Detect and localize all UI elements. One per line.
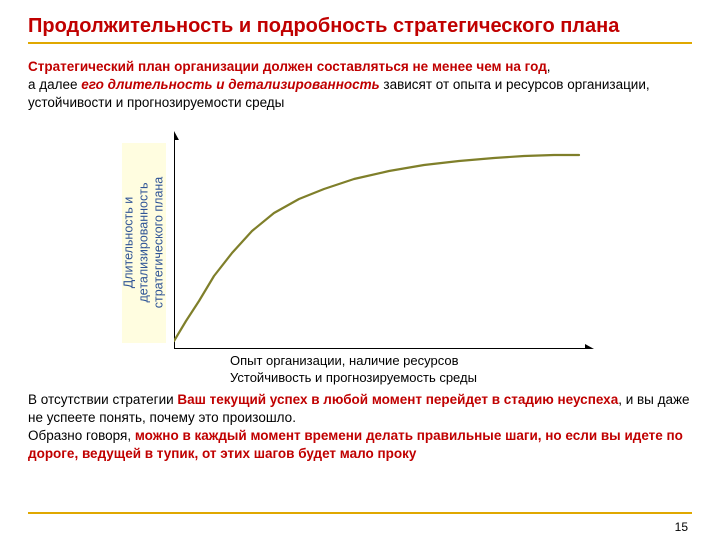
- bot-a: В отсутствии стратегии: [28, 392, 177, 407]
- x-label-line2: Устойчивость и прогнозируемость среды: [230, 370, 477, 385]
- intro-red-italic: его длительность и детализированность: [81, 77, 379, 92]
- x-label-line1: Опыт организации, наличие ресурсов: [230, 353, 459, 368]
- divider-bottom: [28, 512, 692, 514]
- y-axis-label: Длительность и детализированность страте…: [122, 177, 167, 309]
- chart: Длительность и детализированность страте…: [110, 121, 610, 381]
- x-axis-label: Опыт организации, наличие ресурсов Устой…: [230, 353, 477, 387]
- y-label-line1: Длительность и: [122, 197, 136, 288]
- bot2-a: Образно говоря,: [28, 428, 135, 443]
- divider-top: [28, 42, 692, 44]
- bottom-paragraph: В отсутствии стратегии Ваш текущий успех…: [28, 391, 692, 464]
- chart-svg: [174, 131, 594, 349]
- intro-a: а далее: [28, 77, 81, 92]
- y-axis-label-box: Длительность и детализированность страте…: [122, 143, 166, 343]
- y-label-line3: стратегического плана: [152, 177, 166, 309]
- intro-rest-1: ,: [547, 59, 551, 74]
- slide-title: Продолжительность и подробность стратеги…: [28, 14, 692, 38]
- intro-red-1: Стратегический план организации должен с…: [28, 59, 547, 74]
- page-number: 15: [675, 520, 688, 534]
- intro-paragraph: Стратегический план организации должен с…: [28, 58, 692, 113]
- y-label-line2: детализированность: [137, 183, 151, 303]
- bot-red-1: Ваш текущий успех в любой момент перейде…: [177, 392, 618, 407]
